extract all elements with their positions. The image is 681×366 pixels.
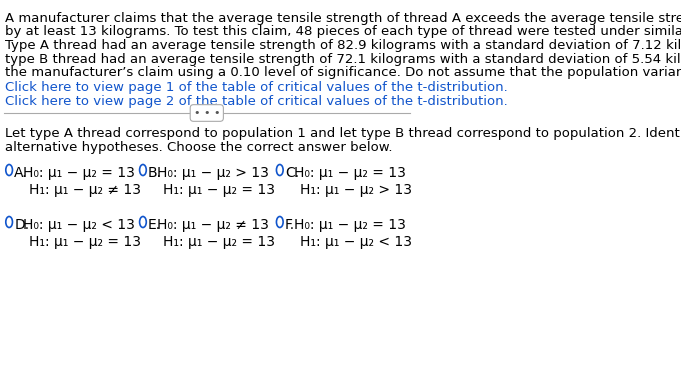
Text: F.: F. [285, 218, 295, 232]
Text: Let type A thread correspond to population 1 and let type B thread correspond to: Let type A thread correspond to populati… [5, 127, 681, 140]
Text: • • •: • • • [193, 108, 220, 118]
Text: Click here to view page 2 of the table of critical values of the t-distribution.: Click here to view page 2 of the table o… [5, 95, 507, 108]
Text: B.: B. [148, 166, 162, 180]
Text: C.: C. [285, 166, 299, 180]
Text: H₀: μ₁ − μ₂ = 13: H₀: μ₁ − μ₂ = 13 [23, 166, 136, 180]
Text: A.: A. [14, 166, 28, 180]
Text: H₁: μ₁ − μ₂ < 13: H₁: μ₁ − μ₂ < 13 [300, 235, 411, 249]
Text: the manufacturer’s claim using a 0.10 level of significance. Do not assume that : the manufacturer’s claim using a 0.10 le… [5, 66, 681, 79]
Text: D.: D. [14, 218, 29, 232]
Text: H₀: μ₁ − μ₂ = 13: H₀: μ₁ − μ₂ = 13 [294, 218, 406, 232]
Text: type B thread had an average tensile strength of 72.1 kilograms with a standard : type B thread had an average tensile str… [5, 52, 681, 66]
Text: H₁: μ₁ − μ₂ = 13: H₁: μ₁ − μ₂ = 13 [163, 235, 274, 249]
Text: H₁: μ₁ − μ₂ > 13: H₁: μ₁ − μ₂ > 13 [300, 183, 411, 197]
Text: H₁: μ₁ − μ₂ = 13: H₁: μ₁ − μ₂ = 13 [29, 235, 141, 249]
Text: H₁: μ₁ − μ₂ ≠ 13: H₁: μ₁ − μ₂ ≠ 13 [29, 183, 141, 197]
Text: H₀: μ₁ − μ₂ < 13: H₀: μ₁ − μ₂ < 13 [23, 218, 136, 232]
Text: Click here to view page 1 of the table of critical values of the t-distribution.: Click here to view page 1 of the table o… [5, 82, 507, 94]
Text: A manufacturer claims that the average tensile strength of thread A exceeds the : A manufacturer claims that the average t… [5, 12, 681, 25]
Text: Type A thread had an average tensile strength of 82.9 kilograms with a standard : Type A thread had an average tensile str… [5, 39, 681, 52]
Text: H₁: μ₁ − μ₂ = 13: H₁: μ₁ − μ₂ = 13 [163, 183, 274, 197]
Text: H₀: μ₁ − μ₂ = 13: H₀: μ₁ − μ₂ = 13 [294, 166, 406, 180]
Text: E.: E. [148, 218, 161, 232]
Text: alternative hypotheses. Choose the correct answer below.: alternative hypotheses. Choose the corre… [5, 141, 392, 153]
Text: by at least 13 kilograms. To test this claim, 48 pieces of each type of thread w: by at least 13 kilograms. To test this c… [5, 26, 681, 38]
Text: H₀: μ₁ − μ₂ ≠ 13: H₀: μ₁ − μ₂ ≠ 13 [157, 218, 269, 232]
Text: H₀: μ₁ − μ₂ > 13: H₀: μ₁ − μ₂ > 13 [157, 166, 269, 180]
